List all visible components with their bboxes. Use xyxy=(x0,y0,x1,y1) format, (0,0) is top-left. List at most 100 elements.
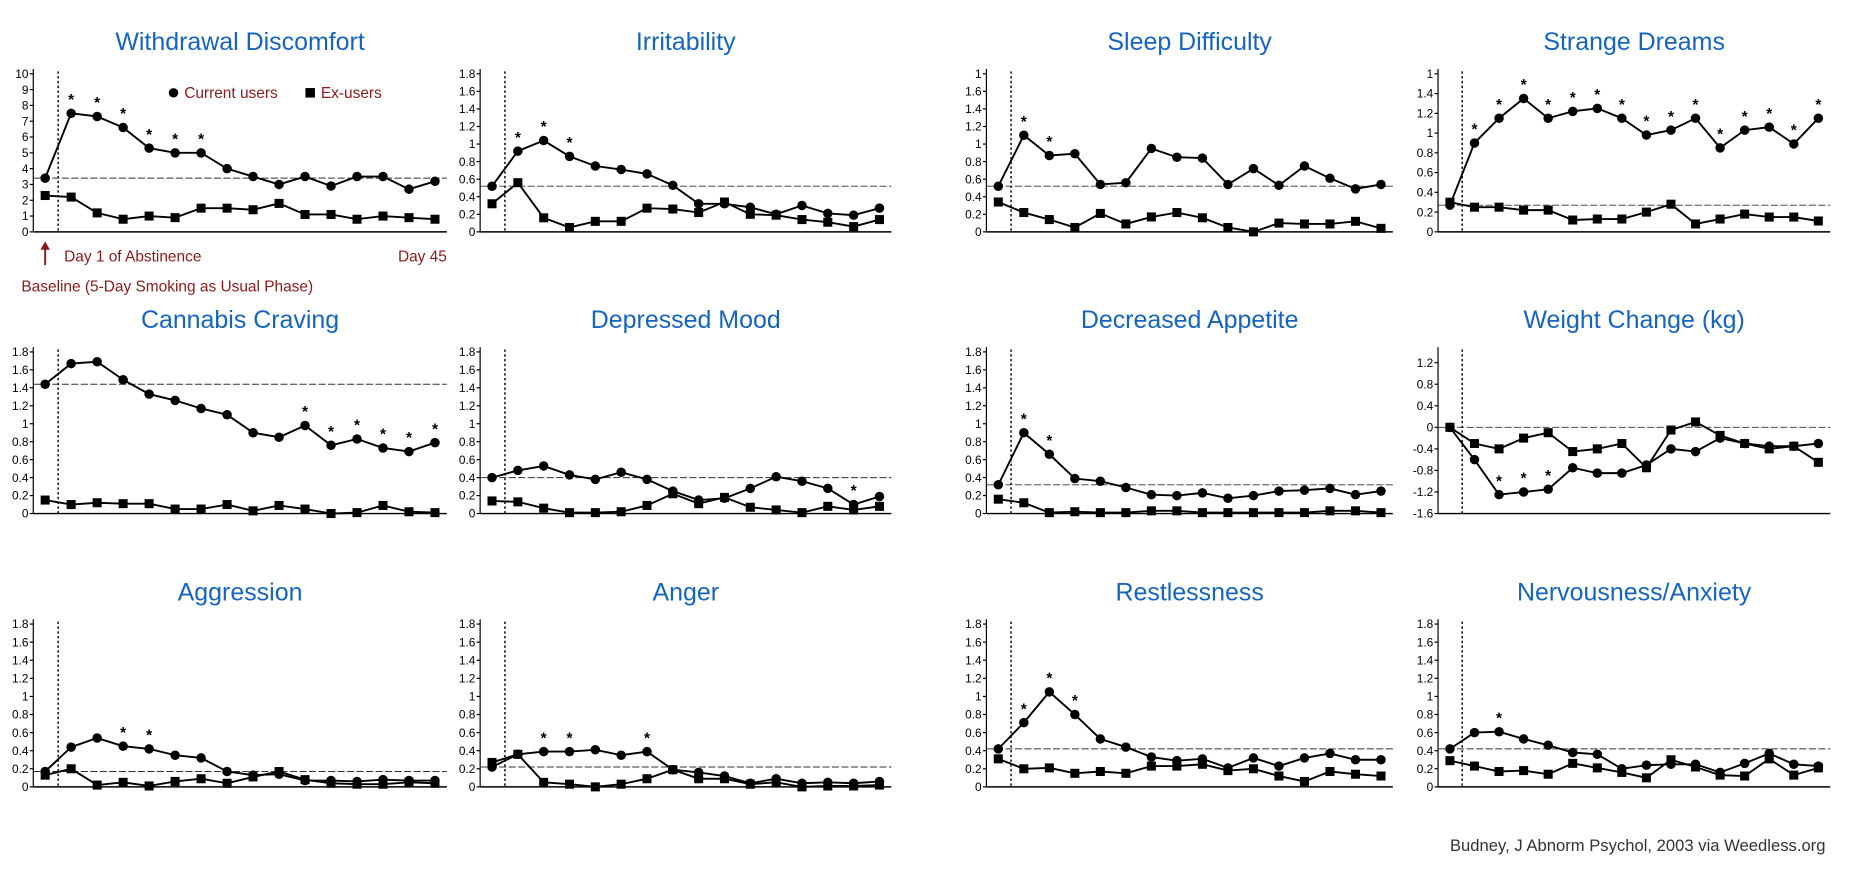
point xyxy=(222,203,232,213)
point xyxy=(40,379,50,389)
point xyxy=(1519,766,1529,776)
point xyxy=(1095,766,1105,777)
significance-star: * xyxy=(1496,97,1502,114)
point xyxy=(404,213,414,223)
chart-title: Strange Dreams xyxy=(1543,28,1725,56)
point xyxy=(1592,103,1603,114)
point xyxy=(274,198,284,208)
point xyxy=(1666,444,1676,454)
point xyxy=(1789,441,1799,451)
point xyxy=(300,504,310,514)
point xyxy=(1617,767,1627,777)
point xyxy=(92,357,102,367)
point xyxy=(797,508,807,518)
series-line xyxy=(997,201,1382,233)
y-tick-label: 0.8 xyxy=(459,155,476,169)
y-tick-label: 1 xyxy=(975,417,982,431)
point xyxy=(1789,759,1799,770)
point xyxy=(1592,749,1603,760)
y-tick-label: 4 xyxy=(22,162,29,176)
y-tick-label: 1.4 xyxy=(1417,653,1434,667)
point xyxy=(693,199,704,209)
point xyxy=(66,500,76,510)
significance-star: * xyxy=(1742,109,1748,126)
point xyxy=(487,757,497,767)
significance-star: * xyxy=(146,127,152,144)
point xyxy=(1764,122,1774,132)
point xyxy=(668,180,678,191)
point xyxy=(745,209,755,219)
y-tick-label: 1 xyxy=(975,137,982,151)
point xyxy=(1789,139,1799,149)
significance-star: * xyxy=(1021,411,1027,428)
point xyxy=(487,472,497,483)
y-tick-label: 1.4 xyxy=(12,381,29,395)
y-tick-label: 7 xyxy=(22,114,29,128)
point xyxy=(564,508,575,518)
point xyxy=(40,495,50,505)
point xyxy=(274,179,284,190)
point xyxy=(118,214,128,224)
point xyxy=(849,781,859,791)
significance-star: * xyxy=(851,483,857,500)
significance-star: * xyxy=(515,130,521,147)
y-tick-label: 1.4 xyxy=(965,653,982,667)
y-tick-label: 0 xyxy=(469,780,476,794)
y-tick-label: 0.2 xyxy=(965,207,982,221)
significance-star: * xyxy=(1717,127,1723,144)
y-tick-label: 0.4 xyxy=(12,744,29,758)
y-tick-label: 0.2 xyxy=(12,762,29,776)
series-line xyxy=(44,360,436,453)
point xyxy=(823,501,833,511)
significance-star: * xyxy=(302,404,308,421)
legend-label: Current users xyxy=(184,85,278,102)
point xyxy=(1376,486,1386,496)
chart-title: Restlessness xyxy=(1115,578,1263,606)
significance-star: * xyxy=(120,725,126,742)
point xyxy=(823,217,833,227)
y-tick-label: 0 xyxy=(1427,225,1434,239)
point xyxy=(1070,148,1080,159)
point xyxy=(694,208,704,218)
y-tick-label: 1.8 xyxy=(965,617,982,631)
point xyxy=(1121,177,1131,188)
point xyxy=(352,508,362,518)
point xyxy=(745,502,755,512)
significance-star: * xyxy=(380,427,386,444)
series-line xyxy=(1449,201,1819,225)
point xyxy=(144,744,154,754)
point xyxy=(1172,208,1182,218)
y-tick-label: 1 xyxy=(975,690,982,704)
y-tick-label: 0 xyxy=(22,507,29,521)
point xyxy=(1617,438,1627,449)
y-tick-label: 10 xyxy=(15,67,29,81)
y-tick-label: 1 xyxy=(469,137,476,151)
point xyxy=(1376,179,1386,190)
annotation: Baseline (5-Day Smoking as Usual Phase) xyxy=(21,278,313,295)
arrow-head xyxy=(40,241,50,250)
series-line xyxy=(997,757,1382,783)
significance-star: * xyxy=(172,132,178,149)
point xyxy=(196,753,206,763)
point xyxy=(668,765,678,775)
chart-title: Weight Change (kg) xyxy=(1523,306,1744,334)
y-tick-label: 0.6 xyxy=(965,726,982,740)
point xyxy=(274,766,284,777)
legend-marker xyxy=(168,88,179,98)
point xyxy=(222,766,232,777)
y-tick-label: 1.6 xyxy=(965,363,982,377)
y-tick-label: 5 xyxy=(22,146,29,160)
y-tick-label: 0.4 xyxy=(459,744,476,758)
y-tick-label: 0.6 xyxy=(1417,726,1434,740)
point xyxy=(92,780,102,790)
significance-star: * xyxy=(1545,468,1551,485)
point xyxy=(1248,490,1259,501)
significance-star: * xyxy=(94,95,100,112)
y-tick-label: 0 xyxy=(1427,780,1434,794)
point xyxy=(1494,444,1504,454)
y-tick-label: 1.2 xyxy=(965,120,982,134)
point xyxy=(1325,748,1335,759)
point xyxy=(745,202,756,213)
y-tick-label: 0.4 xyxy=(459,471,476,485)
